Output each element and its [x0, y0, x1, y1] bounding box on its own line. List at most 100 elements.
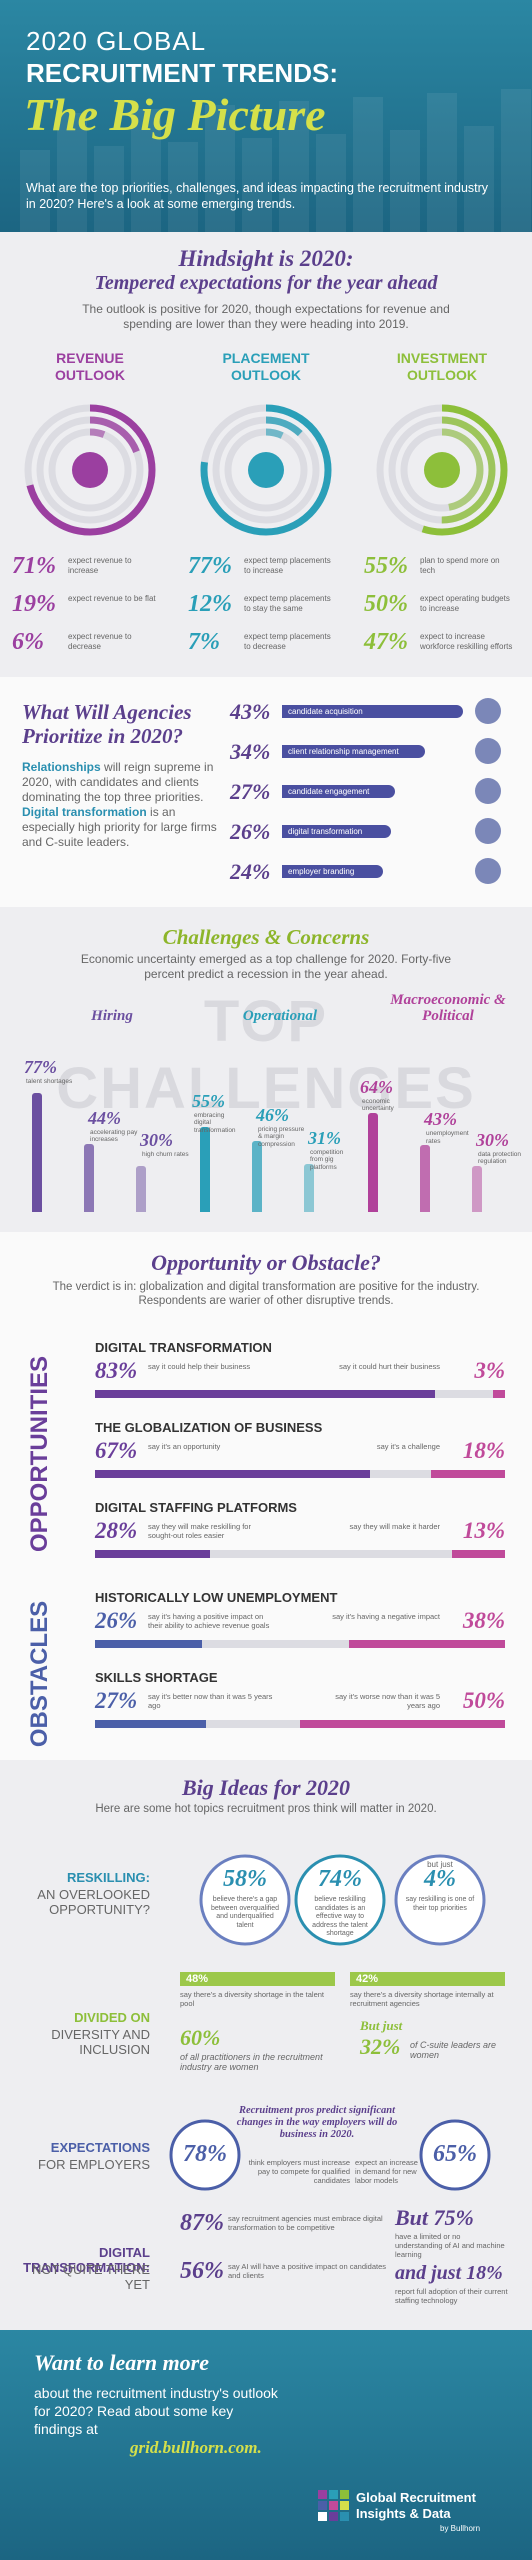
section-text: The outlook is positive for 2020, though… [82, 302, 450, 331]
logo-tile [329, 2501, 338, 2510]
column-heading: PLACEMENT [222, 350, 310, 366]
idea-circle [394, 1854, 486, 1946]
logo-tile [329, 2512, 338, 2521]
ring [48, 428, 132, 512]
stat-value: 50% [364, 591, 408, 617]
priority-label: client relationship management [288, 747, 399, 756]
logo-text: by Bullhorn [440, 2524, 481, 2533]
priority-bar [282, 705, 463, 718]
logo-tile [318, 2501, 327, 2510]
women-value: 60% [180, 2025, 221, 2050]
text-run: will reign supreme in 2020, with candida… [22, 760, 214, 804]
circle-value: 4% [424, 1866, 456, 1892]
challenge-value: 31% [308, 1127, 341, 1148]
challenge-value: 43% [424, 1109, 457, 1130]
ring [376, 404, 508, 536]
women-value: 32% [360, 2034, 401, 2059]
column-heading: INVESTMENT [396, 350, 488, 366]
left-value: 26% [95, 1608, 138, 1633]
stat-value: 7% [188, 629, 220, 655]
stat-label: expect temp placements to stay the same [244, 594, 331, 613]
logo-tile [318, 2490, 327, 2499]
banner-label: say there's a diversity shortage in the … [180, 1990, 325, 2008]
section-title: Hindsight is 2020: [178, 246, 354, 271]
digital-label: report full adoption of their current st… [395, 2287, 508, 2305]
column-heading: REVENUE [56, 350, 124, 366]
section-title: What Will Agencies Prioritize in 2020? [22, 700, 192, 748]
icon [248, 452, 284, 488]
section-text: Here are some hot topics recruitment pro… [95, 1803, 437, 1815]
text-run: Digital transformation [22, 805, 147, 819]
right-bar [349, 1640, 505, 1648]
challenge-bar [368, 1112, 378, 1212]
challenge-bar [304, 1163, 314, 1212]
digital-value: But 75% [395, 2205, 474, 2230]
right-label: say they will make it harder [349, 1522, 440, 1531]
header-line: RECRUITMENT TRENDS: [26, 58, 338, 88]
item-heading: DIGITAL STAFFING PLATFORMS [95, 1500, 297, 1515]
women-label: of C-suite leaders are women [410, 2040, 497, 2060]
women-label: of all practitioners in the recruitment … [180, 2052, 323, 2072]
left-bar [95, 1470, 370, 1478]
right-label: say it's a challenge [376, 1442, 440, 1451]
right-bar [451, 1550, 505, 1558]
logo-tile [329, 2490, 338, 2499]
stat-label: expect temp placements to decrease [244, 632, 331, 651]
challenge-value: 30% [476, 1129, 509, 1150]
circle-value: 65% [433, 2141, 477, 2167]
circle-label: think employers must increase pay to com… [248, 2158, 350, 2185]
stat-value: 6% [12, 629, 44, 655]
right-value: 18% [462, 1438, 505, 1463]
banner-value: 48% [186, 1973, 209, 1985]
left-bar [95, 1640, 202, 1648]
icon [475, 698, 501, 724]
idea-label: DIVIDED ON [74, 2010, 150, 2025]
right-label: say it's having a negative impact [332, 1612, 440, 1621]
bar-track [95, 1640, 505, 1648]
idea-label: DIGITAL TRANSFORMATION: [23, 2245, 150, 2275]
icon [72, 452, 108, 488]
challenge-label: accelerating pay increases [90, 1128, 138, 1144]
priority-label: candidate engagement [288, 787, 370, 796]
priority-value: 34% [230, 739, 271, 764]
women-pre: But just [360, 2018, 403, 2033]
left-label: say it's better now than it was 5 years … [148, 1692, 273, 1710]
circle-label: believe reskilling candidates is an effe… [312, 1896, 368, 1937]
challenge-label: economic uncertainty [362, 1097, 394, 1113]
left-value: 67% [95, 1438, 138, 1463]
logo-tile [340, 2490, 349, 2499]
banner-box [180, 1972, 335, 1986]
digital-label: say recruitment agencies must embrace di… [228, 2214, 383, 2232]
idea-circle [419, 2119, 491, 2191]
logo-text: Insights & Data [356, 2506, 451, 2521]
circle-label: believe there's a gap between overqualif… [210, 1896, 280, 1929]
skyline [205, 105, 235, 232]
logo-tile [340, 2501, 349, 2510]
left-label: say they will make reskilling for sought… [148, 1522, 251, 1540]
side-label: OPPORTUNITIES [26, 1355, 53, 1553]
section-text: Relationships will reign supreme in 2020… [22, 760, 227, 850]
circle-value: 58% [223, 1866, 267, 1892]
idea-label: RESKILLING: [66, 1870, 150, 1885]
priority-bar [282, 865, 383, 878]
challenge-value: 30% [140, 1129, 173, 1150]
challenge-bar [200, 1126, 210, 1212]
challenge-label: pricing pressure & margin compression [258, 1125, 305, 1148]
circle-label: expect an increase in demand for new lab… [355, 2158, 418, 2185]
logo-tile [340, 2512, 349, 2521]
left-bar [95, 1550, 210, 1558]
section-subtitle: Tempered expectations for the year ahead [94, 272, 438, 294]
stat-value: 47% [364, 629, 408, 655]
group-title: Macroeconomic & Political [390, 992, 506, 1024]
digital-value: and just 18% [395, 2262, 503, 2284]
idea-label: FOR EMPLOYERS [38, 2157, 150, 2172]
challenge-label: talent shortages [26, 1077, 73, 1085]
footer-bg [0, 2330, 532, 2560]
stat-value: 71% [12, 553, 56, 579]
ring [388, 416, 496, 524]
ring [36, 416, 144, 524]
idea-circle [199, 1854, 291, 1946]
right-label: say it could hurt their business [339, 1362, 440, 1371]
idea-label: AN OVERLOOKED OPPORTUNITY? [37, 1887, 150, 1917]
